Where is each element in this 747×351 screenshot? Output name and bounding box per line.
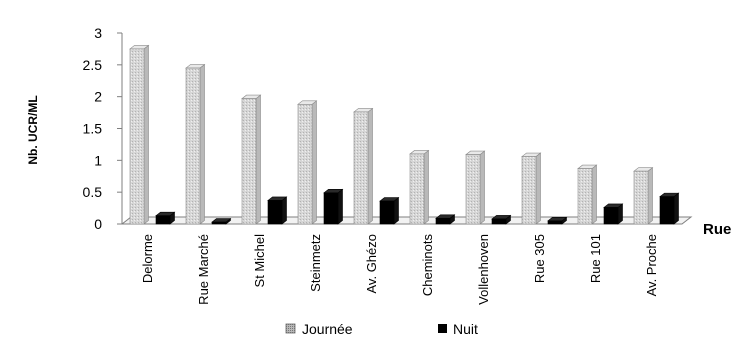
bar-journee <box>465 150 486 225</box>
y-tick-label: 1 <box>94 152 102 168</box>
bar-journee-front <box>129 48 145 225</box>
bar-journee <box>577 164 598 225</box>
bar-nuit-front <box>379 200 395 225</box>
y-tick-label: 2.5 <box>83 57 103 73</box>
bar-nuit-side <box>281 196 287 225</box>
bars-layer <box>129 44 680 225</box>
bar-nuit <box>491 214 512 225</box>
bar-nuit <box>659 192 680 225</box>
bar-journee-front <box>353 111 369 225</box>
bar-journee-side <box>367 107 373 225</box>
bar-journee <box>297 100 318 225</box>
y-tick-label: 2 <box>94 89 102 105</box>
bar-nuit-front <box>267 200 283 225</box>
x-tick-label: St Michel <box>252 234 267 288</box>
y-tick-label: 3 <box>94 25 102 41</box>
bar-journee-side <box>143 44 149 225</box>
bar-nuit <box>211 217 232 225</box>
x-axis-title: Rue <box>703 221 731 238</box>
bar-nuit-side <box>337 188 343 225</box>
x-tick-label: Delorme <box>140 234 155 283</box>
bar-journee-side <box>479 150 485 225</box>
bar-journee <box>241 94 262 225</box>
legend-swatch-journee <box>285 323 296 334</box>
bar-nuit <box>435 214 456 225</box>
bar-journee-front <box>185 67 201 225</box>
bar-journee <box>633 167 654 225</box>
bar-journee-front <box>241 98 257 225</box>
bar-journee-side <box>535 152 541 225</box>
bar-journee-side <box>423 149 429 225</box>
bar-nuit-side <box>673 192 679 225</box>
bar-journee-front <box>465 154 481 225</box>
x-tick-label: Cheminots <box>420 234 435 297</box>
bar-journee-side <box>199 63 205 225</box>
bar-nuit <box>379 196 400 225</box>
bar-journee <box>353 107 374 225</box>
bar-journee-side <box>647 167 653 225</box>
bar-nuit-front <box>155 215 171 225</box>
y-tick-label: 0 <box>94 216 102 232</box>
legend-label-nuit: Nuit <box>453 321 478 337</box>
legend: Journée Nuit <box>285 321 478 337</box>
y-tick-label: 1.5 <box>83 121 103 137</box>
x-tick-label: Rue 305 <box>532 234 547 283</box>
bar-nuit-front <box>211 221 227 225</box>
legend-label-journee: Journée <box>302 321 353 337</box>
x-tick-label: Rue Marché <box>196 234 211 305</box>
bar-journee <box>185 63 206 225</box>
bar-journee-front <box>521 156 537 225</box>
bar-journee <box>521 152 542 225</box>
y-axis-title: Nb. UCR/ML <box>26 95 40 164</box>
y-tick-label: 0.5 <box>83 184 103 200</box>
bar-nuit-front <box>435 217 451 225</box>
bar-nuit <box>155 211 176 225</box>
bar-journee <box>129 44 150 225</box>
bar-nuit-side <box>393 196 399 225</box>
bar-nuit <box>603 203 624 225</box>
bar-journee-side <box>591 164 597 225</box>
x-tick-label: Av. Ghézo <box>364 234 379 294</box>
bar-journee-front <box>633 170 649 225</box>
x-tick-label: Av. Proche <box>644 234 659 296</box>
bar-nuit-front <box>603 207 619 225</box>
bar-nuit <box>547 216 568 225</box>
bar-nuit-front <box>491 218 507 225</box>
bar-journee-front <box>577 168 593 225</box>
legend-swatch-nuit <box>438 324 447 333</box>
labels-layer: 0 0.5 1 1.5 2 2.5 3 Nb. UCR/ML Rue Delorme Rue Mar… <box>26 25 731 305</box>
x-tick-label: Vollenhoven <box>476 234 491 305</box>
bar-journee <box>409 149 430 225</box>
bar-nuit <box>323 188 344 225</box>
x-tick-label: Steinmetz <box>308 234 323 292</box>
bar-nuit <box>267 196 288 225</box>
bar-nuit-front <box>323 192 339 225</box>
bar-journee-front <box>297 104 313 225</box>
bar-journee-side <box>311 100 317 225</box>
bar-journee-front <box>409 153 425 225</box>
bar-nuit-front <box>547 220 563 225</box>
x-tick-label: Rue 101 <box>588 234 603 283</box>
bar-journee-side <box>255 94 261 225</box>
bar-nuit-front <box>659 196 675 225</box>
